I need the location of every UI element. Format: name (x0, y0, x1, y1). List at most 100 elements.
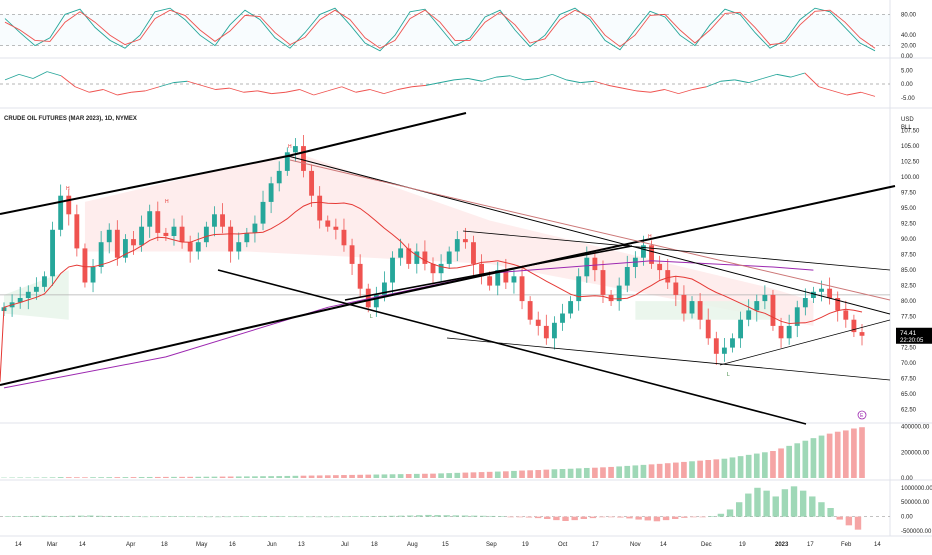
oscillator-bar (270, 516, 276, 517)
volume-bar (341, 475, 347, 478)
candle-body (147, 211, 152, 227)
oscillator-bar (407, 516, 413, 517)
oscillator-bar (233, 516, 239, 517)
momentum-segment (440, 80, 454, 83)
symbol-title: CRUDE OIL FUTURES (MAR 2023), 1D, NYMEX (4, 116, 137, 122)
momentum-segment (75, 87, 89, 93)
candle-body (560, 314, 565, 323)
oscillator-bar (526, 517, 532, 518)
x-axis-label: Jun (267, 542, 277, 548)
volume-tick: 0.00 (901, 476, 913, 482)
currency-label: USD (901, 117, 914, 123)
stoch-tick: 80.00 (901, 12, 917, 18)
candle-body (390, 258, 395, 283)
pivot-label: L (370, 314, 373, 320)
oscillator-bar (316, 517, 322, 518)
candle-body (244, 233, 249, 242)
oscillator-bar (197, 517, 203, 518)
volume-bar (592, 468, 598, 478)
oscillator-bar (288, 516, 294, 517)
oscillator-tick: -500000.00 (901, 529, 932, 535)
volume-bar (34, 477, 40, 478)
momentum-segment (580, 81, 594, 82)
momentum-segment (370, 90, 384, 94)
oscillator-bar (444, 515, 450, 516)
oscillator-bar (325, 517, 331, 518)
oscillator-bar (663, 517, 669, 520)
candle-body (252, 224, 257, 233)
momentum-segment (230, 88, 244, 92)
volume-tick: 200000.00 (901, 450, 930, 456)
candle-body (738, 320, 743, 339)
oscillator-bar (745, 494, 751, 517)
oscillator-bar (608, 517, 614, 518)
volume-bar (463, 473, 469, 478)
momentum-segment (89, 90, 103, 93)
candle-body (83, 248, 88, 282)
volume-bar (657, 464, 663, 478)
volume-bar (754, 454, 760, 478)
oscillator-bar (261, 516, 267, 517)
candle-body (212, 214, 217, 226)
x-axis-label: 17 (592, 542, 599, 548)
oscillator-bar (681, 517, 687, 518)
momentum-segment (314, 91, 328, 95)
volume-bar (90, 477, 96, 478)
candle-body (762, 295, 767, 301)
momentum-segment (131, 91, 145, 92)
candle-body (463, 239, 468, 242)
price-tick: 62.50 (901, 408, 917, 414)
momentum-segment (636, 91, 650, 92)
volume-bar (50, 477, 56, 478)
oscillator-bar (142, 517, 148, 518)
x-axis-label: Feb (841, 542, 852, 548)
volume-bar (179, 477, 185, 478)
volume-bar (422, 474, 428, 478)
candle-body (42, 276, 47, 287)
candle-body (204, 227, 209, 243)
momentum-segment (19, 74, 33, 78)
momentum-segment (622, 88, 636, 91)
candle-body (487, 276, 492, 285)
volume-bar (236, 476, 242, 478)
volume-bar (649, 464, 655, 478)
candle-body (827, 289, 832, 298)
volume-bar (252, 476, 258, 478)
pivot-label: H (66, 186, 70, 192)
candle-body (698, 301, 703, 320)
x-axis-label: 17 (807, 542, 814, 548)
candle-body (754, 301, 759, 310)
oscillator-bar (754, 488, 760, 517)
candle-body (584, 258, 589, 277)
volume-bar (479, 472, 485, 478)
volume-bar (535, 470, 541, 478)
candle-body (91, 267, 96, 283)
oscillator-bar (14, 516, 20, 517)
oscillator-bar (699, 517, 705, 518)
volume-bar (584, 468, 590, 478)
volume-bar (835, 432, 841, 478)
price-tick: 70.00 (901, 361, 917, 367)
oscillator-bar (252, 516, 258, 517)
price-tick: 102.50 (901, 160, 920, 166)
volume-bar (155, 477, 161, 478)
oscillator-bar (23, 516, 29, 517)
volume-bar (681, 462, 687, 478)
candle-body (107, 230, 112, 242)
candle-body (414, 252, 419, 264)
momentum-segment (244, 91, 258, 92)
price-tick: 97.50 (901, 191, 917, 197)
candle-body (155, 211, 160, 233)
volume-bar (276, 476, 282, 478)
ichimoku-cloud (85, 152, 813, 326)
candle-body (819, 289, 824, 292)
oscillator-bar (837, 517, 843, 520)
price-tick: 100.00 (901, 175, 920, 181)
candle-body (592, 258, 597, 270)
oscillator-bar (635, 517, 641, 520)
momentum-segment (791, 73, 805, 77)
candle-body (398, 248, 403, 257)
volume-bar (803, 441, 809, 478)
volume-bar (382, 474, 388, 478)
